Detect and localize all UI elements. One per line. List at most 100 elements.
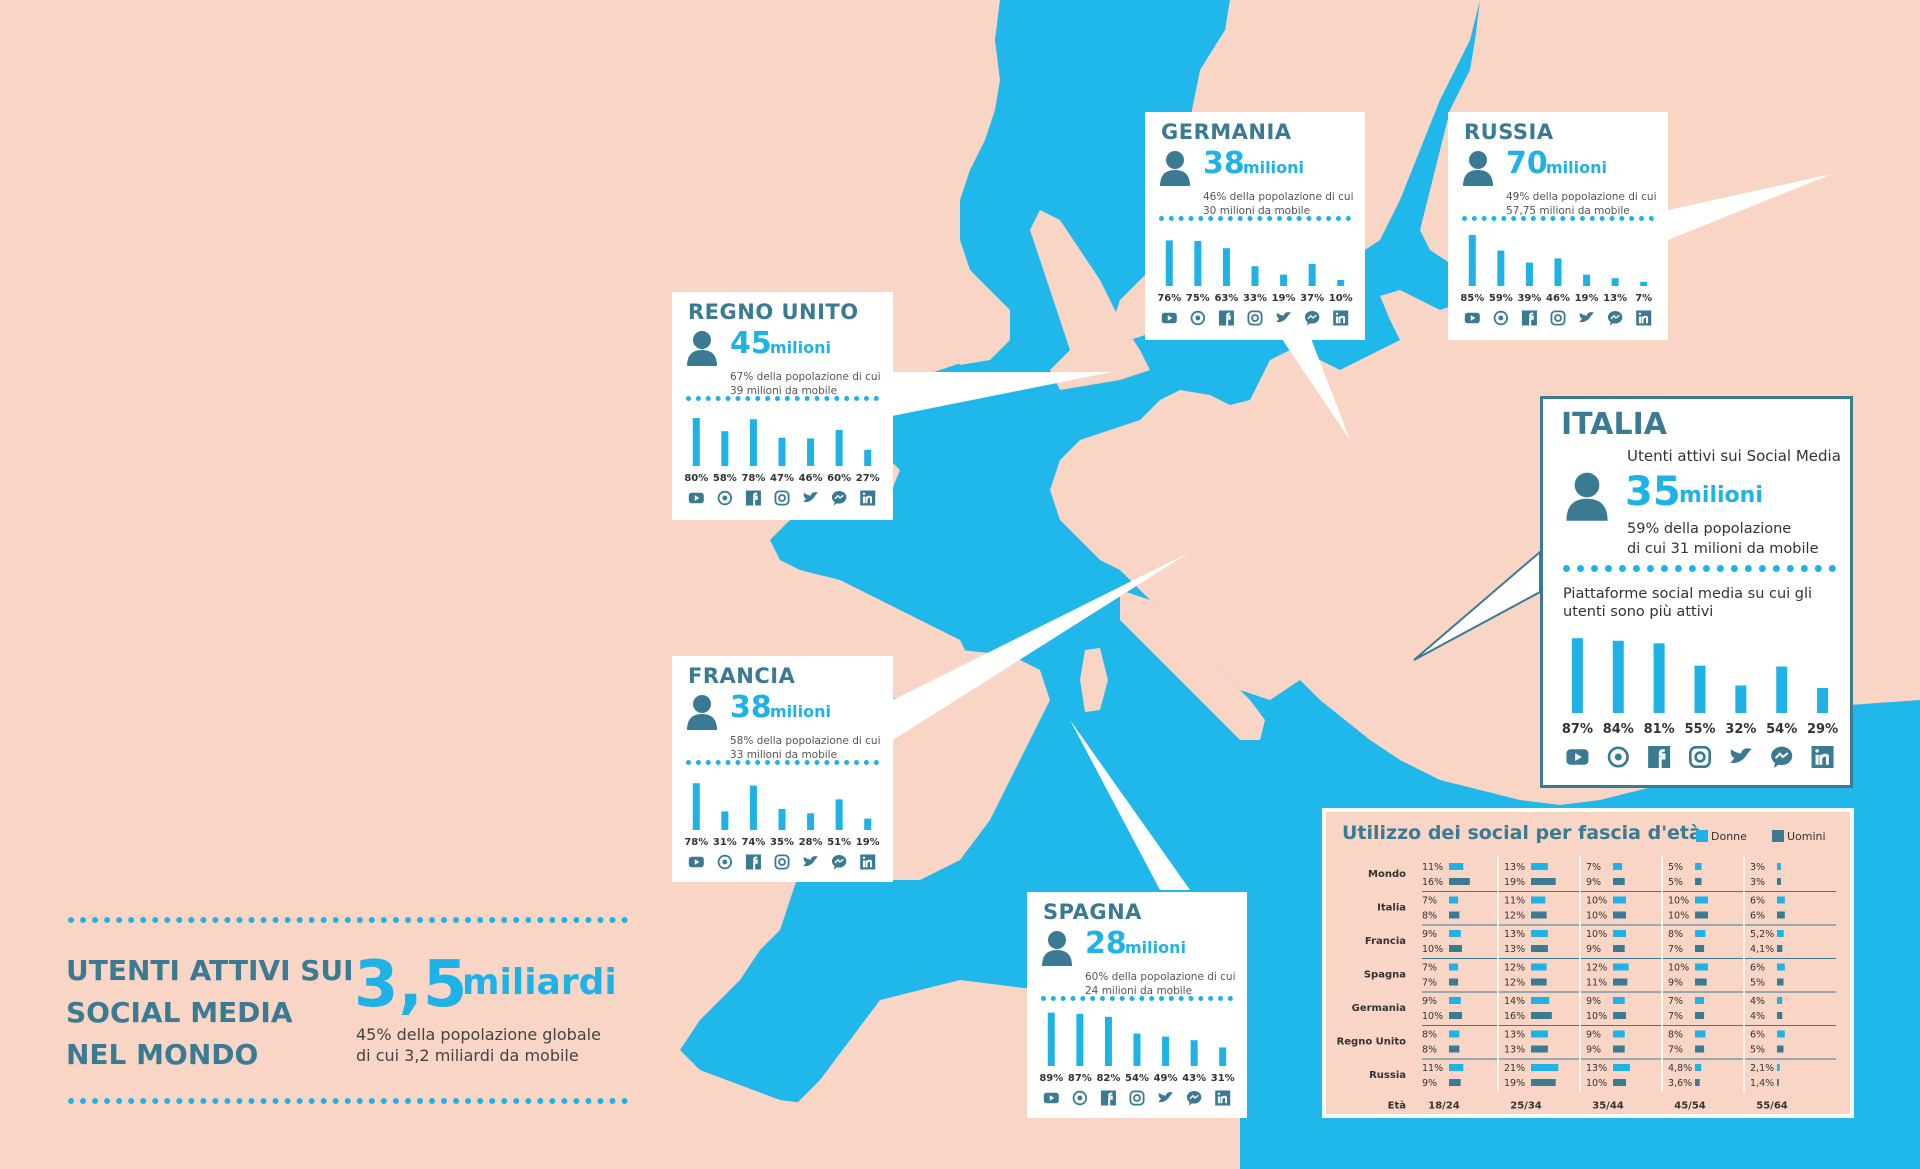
bar-messenger bbox=[1611, 278, 1619, 286]
cell-value: 10% bbox=[1422, 1011, 1443, 1022]
age-table-grid: Mondo 11% 16% 13% 19% 7% 9% 5% 5% 3% 3% Italia 7% 8% 1… bbox=[1337, 856, 1836, 1112]
row-country-label: Germania bbox=[1352, 1003, 1406, 1014]
users-description: 60% della popolazione di cui 24 milioni d… bbox=[1085, 970, 1236, 998]
bar-value-label: 60% bbox=[827, 473, 851, 484]
dotted-divider-top bbox=[68, 917, 628, 923]
sardinia bbox=[1080, 648, 1108, 712]
whatsapp-icon bbox=[1190, 310, 1206, 326]
bar-value-label: 19% bbox=[856, 837, 880, 848]
desc-line: 24 milioni da mobile bbox=[1085, 985, 1193, 997]
bar-twitter bbox=[1735, 685, 1747, 713]
age-bar-uomini bbox=[1449, 978, 1459, 986]
dotted-divider-bottom bbox=[68, 1098, 628, 1104]
age-bar-uomini bbox=[1449, 1012, 1462, 1019]
twitter-icon bbox=[1158, 1092, 1174, 1103]
instagram-icon bbox=[774, 854, 790, 870]
dotted-divider bbox=[686, 396, 879, 401]
age-bar-uomini bbox=[1777, 878, 1781, 885]
bar-value-label: 89% bbox=[1039, 1073, 1063, 1084]
platform-bar-chart: 78% 31% 74% 35% 28% 51% 19% bbox=[684, 783, 880, 870]
bar-value-label: 49% bbox=[1154, 1073, 1178, 1084]
cell-value: 7% bbox=[1668, 944, 1683, 955]
bar-value-label: 13% bbox=[1603, 293, 1627, 304]
user-icon bbox=[687, 331, 717, 366]
bar-value-label: 54% bbox=[1766, 722, 1797, 737]
messenger-icon bbox=[1771, 746, 1793, 768]
country-card-italia: ITALIA Utenti attivi sui Social Media 35… bbox=[1540, 396, 1853, 788]
cell-value: 14% bbox=[1504, 996, 1525, 1007]
cell-value: 12% bbox=[1504, 911, 1525, 922]
age-bar-uomini bbox=[1777, 978, 1784, 986]
bar-messenger bbox=[835, 799, 843, 830]
age-bar-donne bbox=[1531, 930, 1548, 937]
pointer-francia bbox=[893, 552, 1190, 740]
cell-value: 7% bbox=[1422, 963, 1437, 974]
users-description: 46% della popolazione di cui 30 milioni d… bbox=[1203, 190, 1354, 218]
bar-value-label: 78% bbox=[684, 837, 708, 848]
bar-value-label: 87% bbox=[1562, 722, 1593, 737]
cell-value: 12% bbox=[1504, 963, 1525, 974]
bar-whatsapp bbox=[1497, 250, 1505, 286]
desc-line: 59% della popolazione bbox=[1627, 521, 1792, 537]
bar-value-label: 76% bbox=[1157, 293, 1181, 304]
desc-line: 57,75 milioni da mobile bbox=[1506, 205, 1630, 217]
cell-value: 6% bbox=[1750, 911, 1765, 922]
bar-twitter bbox=[807, 813, 815, 830]
bar-twitter bbox=[1280, 274, 1288, 286]
cell-value: 10% bbox=[1586, 1011, 1607, 1022]
users-count: 35 bbox=[1625, 469, 1681, 515]
age-bar-donne bbox=[1777, 896, 1785, 904]
dotted-divider bbox=[686, 760, 879, 765]
instagram-icon bbox=[1688, 745, 1712, 769]
age-bar-donne bbox=[1449, 863, 1464, 870]
cell-value: 5% bbox=[1750, 1045, 1765, 1056]
age-bar-uomini bbox=[1531, 1045, 1548, 1053]
bar-youtube bbox=[1571, 638, 1583, 713]
bar-instagram bbox=[1554, 258, 1562, 286]
pointer-regno-unito-wedge bbox=[890, 372, 1112, 416]
bar-value-label: 27% bbox=[856, 473, 880, 484]
cell-value: 7% bbox=[1668, 1045, 1683, 1056]
bar-value-label: 19% bbox=[1575, 293, 1599, 304]
cell-value: 2,1% bbox=[1750, 1063, 1774, 1074]
bar-instagram bbox=[1133, 1033, 1141, 1066]
age-bar-donne bbox=[1449, 896, 1459, 904]
age-bar-donne bbox=[1613, 930, 1626, 937]
cell-value: 21% bbox=[1504, 1063, 1525, 1074]
age-bar-uomini bbox=[1613, 1045, 1625, 1053]
age-bar-uomini bbox=[1777, 911, 1785, 919]
bar-whatsapp bbox=[1194, 241, 1202, 286]
age-bar-uomini bbox=[1695, 1012, 1705, 1019]
age-bar-donne bbox=[1695, 896, 1708, 904]
legend-men: Uomini bbox=[1772, 830, 1826, 843]
cell-value: 7% bbox=[1422, 896, 1437, 907]
bar-youtube bbox=[1047, 1012, 1055, 1066]
age-bar-donne bbox=[1449, 1064, 1464, 1071]
facebook-icon bbox=[1521, 310, 1537, 326]
cell-value: 10% bbox=[1586, 929, 1607, 940]
pointer-russia bbox=[1668, 174, 1832, 240]
age-bar-donne bbox=[1613, 896, 1626, 904]
cell-value: 9% bbox=[1586, 1045, 1601, 1056]
cell-value: 9% bbox=[1586, 944, 1601, 955]
bar-value-label: 51% bbox=[827, 837, 851, 848]
platform-bar-chart: 89% 87% 82% 54% 49% 43% 31% bbox=[1039, 1012, 1235, 1106]
bar-value-label: 82% bbox=[1096, 1073, 1120, 1084]
cell-value: 9% bbox=[1422, 1078, 1437, 1089]
cell-value: 8% bbox=[1668, 929, 1683, 940]
bar-youtube bbox=[692, 418, 700, 466]
bar-value-label: 59% bbox=[1489, 293, 1513, 304]
cell-value: 10% bbox=[1586, 1078, 1607, 1089]
bar-linkedin bbox=[864, 818, 872, 830]
youtube-icon bbox=[1464, 312, 1480, 324]
messenger-icon bbox=[831, 854, 847, 870]
whatsapp-icon bbox=[717, 854, 733, 870]
country-name: ITALIA bbox=[1561, 407, 1668, 442]
cell-value: 4,1% bbox=[1750, 944, 1774, 955]
age-bar-donne bbox=[1777, 930, 1784, 937]
user-icon bbox=[1566, 472, 1608, 521]
bar-value-label: 28% bbox=[799, 837, 823, 848]
cell-value: 8% bbox=[1422, 911, 1437, 922]
world-users-unit: miliardi bbox=[462, 962, 617, 1003]
age-bar-uomini bbox=[1613, 945, 1625, 952]
